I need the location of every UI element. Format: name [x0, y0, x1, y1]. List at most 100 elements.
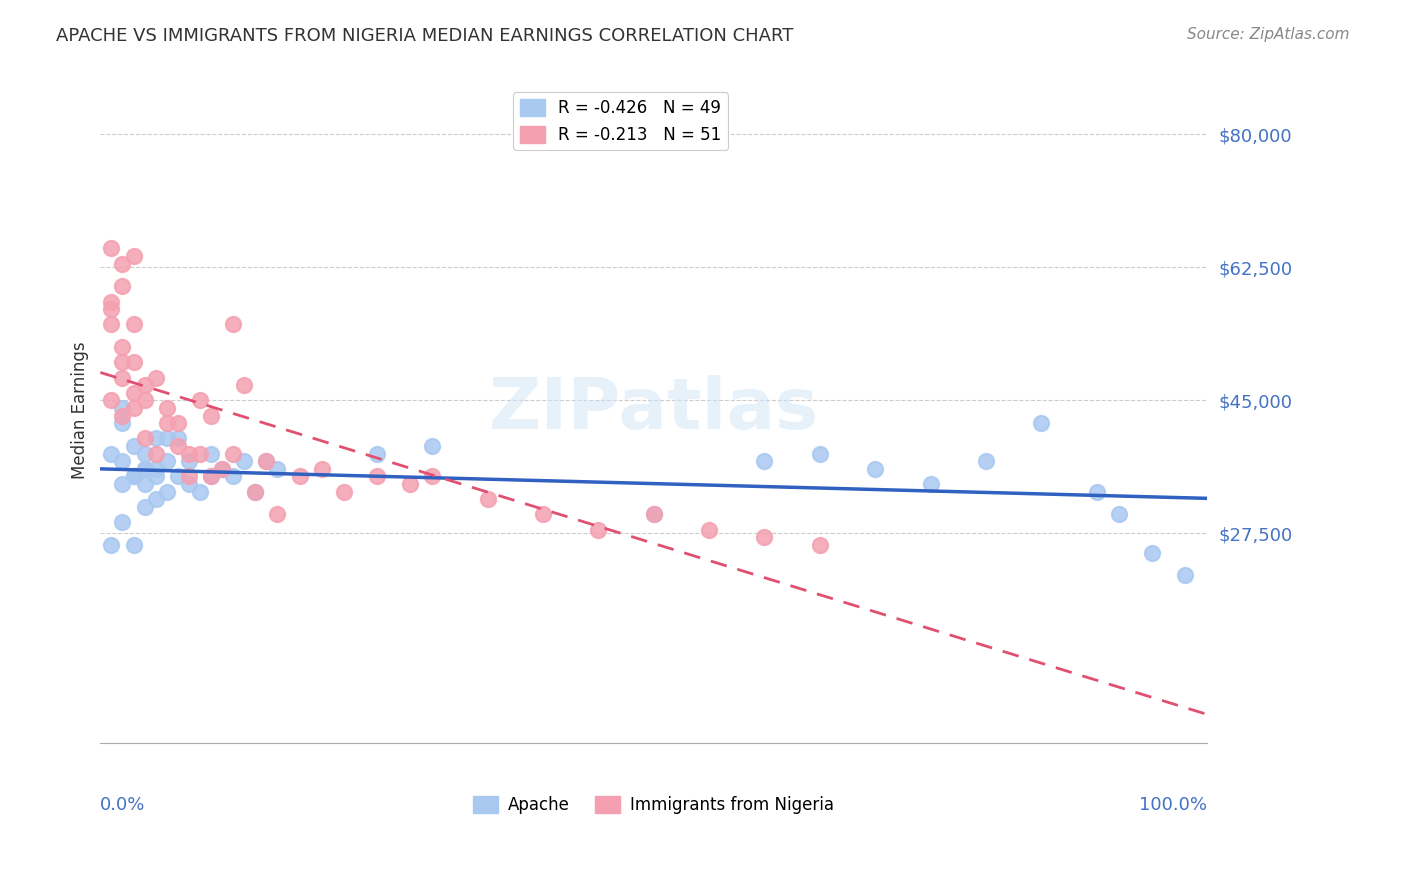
Point — [134, 477, 156, 491]
Legend: Apache, Immigrants from Nigeria: Apache, Immigrants from Nigeria — [467, 789, 841, 821]
Point — [145, 432, 167, 446]
Point — [311, 462, 333, 476]
Point — [122, 469, 145, 483]
Point — [166, 469, 188, 483]
Point — [920, 477, 942, 491]
Point — [188, 447, 211, 461]
Point — [422, 469, 444, 483]
Point — [1140, 545, 1163, 559]
Point — [122, 469, 145, 483]
Point — [134, 462, 156, 476]
Point — [477, 492, 499, 507]
Point — [134, 432, 156, 446]
Point — [134, 393, 156, 408]
Point — [156, 417, 179, 431]
Point — [200, 469, 222, 483]
Point — [200, 469, 222, 483]
Point — [233, 378, 256, 392]
Point — [100, 447, 122, 461]
Point — [134, 500, 156, 514]
Point — [974, 454, 997, 468]
Point — [145, 462, 167, 476]
Point — [145, 447, 167, 461]
Point — [122, 401, 145, 415]
Point — [111, 340, 134, 354]
Point — [156, 454, 179, 468]
Point — [166, 432, 188, 446]
Point — [111, 355, 134, 369]
Point — [122, 249, 145, 263]
Point — [266, 508, 288, 522]
Point — [288, 469, 311, 483]
Point — [145, 370, 167, 384]
Point — [145, 469, 167, 483]
Point — [177, 454, 200, 468]
Point — [156, 432, 179, 446]
Point — [111, 477, 134, 491]
Point — [177, 477, 200, 491]
Text: 100.0%: 100.0% — [1139, 796, 1208, 814]
Point — [245, 484, 267, 499]
Point — [254, 454, 277, 468]
Point — [245, 484, 267, 499]
Point — [531, 508, 554, 522]
Point — [122, 538, 145, 552]
Point — [134, 462, 156, 476]
Point — [111, 401, 134, 415]
Point — [134, 378, 156, 392]
Point — [100, 393, 122, 408]
Point — [134, 447, 156, 461]
Point — [145, 492, 167, 507]
Point — [100, 294, 122, 309]
Point — [156, 401, 179, 415]
Point — [366, 469, 388, 483]
Text: APACHE VS IMMIGRANTS FROM NIGERIA MEDIAN EARNINGS CORRELATION CHART: APACHE VS IMMIGRANTS FROM NIGERIA MEDIAN… — [56, 27, 793, 45]
Point — [177, 469, 200, 483]
Point — [100, 302, 122, 317]
Point — [754, 530, 776, 544]
Point — [808, 447, 831, 461]
Point — [188, 484, 211, 499]
Point — [100, 318, 122, 332]
Point — [808, 538, 831, 552]
Text: ZIPatlas: ZIPatlas — [489, 376, 818, 444]
Point — [200, 409, 222, 423]
Point — [166, 417, 188, 431]
Point — [1174, 568, 1197, 582]
Point — [188, 393, 211, 408]
Point — [222, 469, 245, 483]
Text: 0.0%: 0.0% — [100, 796, 146, 814]
Point — [754, 454, 776, 468]
Point — [122, 355, 145, 369]
Point — [399, 477, 422, 491]
Point — [100, 538, 122, 552]
Point — [588, 523, 610, 537]
Point — [111, 417, 134, 431]
Point — [111, 370, 134, 384]
Point — [643, 508, 665, 522]
Y-axis label: Median Earnings: Median Earnings — [72, 341, 89, 479]
Point — [266, 462, 288, 476]
Point — [697, 523, 720, 537]
Point — [111, 454, 134, 468]
Point — [177, 447, 200, 461]
Point — [366, 447, 388, 461]
Point — [1108, 508, 1130, 522]
Text: Source: ZipAtlas.com: Source: ZipAtlas.com — [1187, 27, 1350, 42]
Point — [200, 447, 222, 461]
Point — [863, 462, 886, 476]
Point — [122, 385, 145, 400]
Point — [156, 484, 179, 499]
Point — [211, 462, 233, 476]
Point — [111, 257, 134, 271]
Point — [111, 409, 134, 423]
Point — [166, 439, 188, 453]
Point — [643, 508, 665, 522]
Point — [1031, 417, 1053, 431]
Point — [1085, 484, 1108, 499]
Point — [111, 515, 134, 529]
Point — [254, 454, 277, 468]
Point — [333, 484, 356, 499]
Point — [111, 279, 134, 293]
Point — [211, 462, 233, 476]
